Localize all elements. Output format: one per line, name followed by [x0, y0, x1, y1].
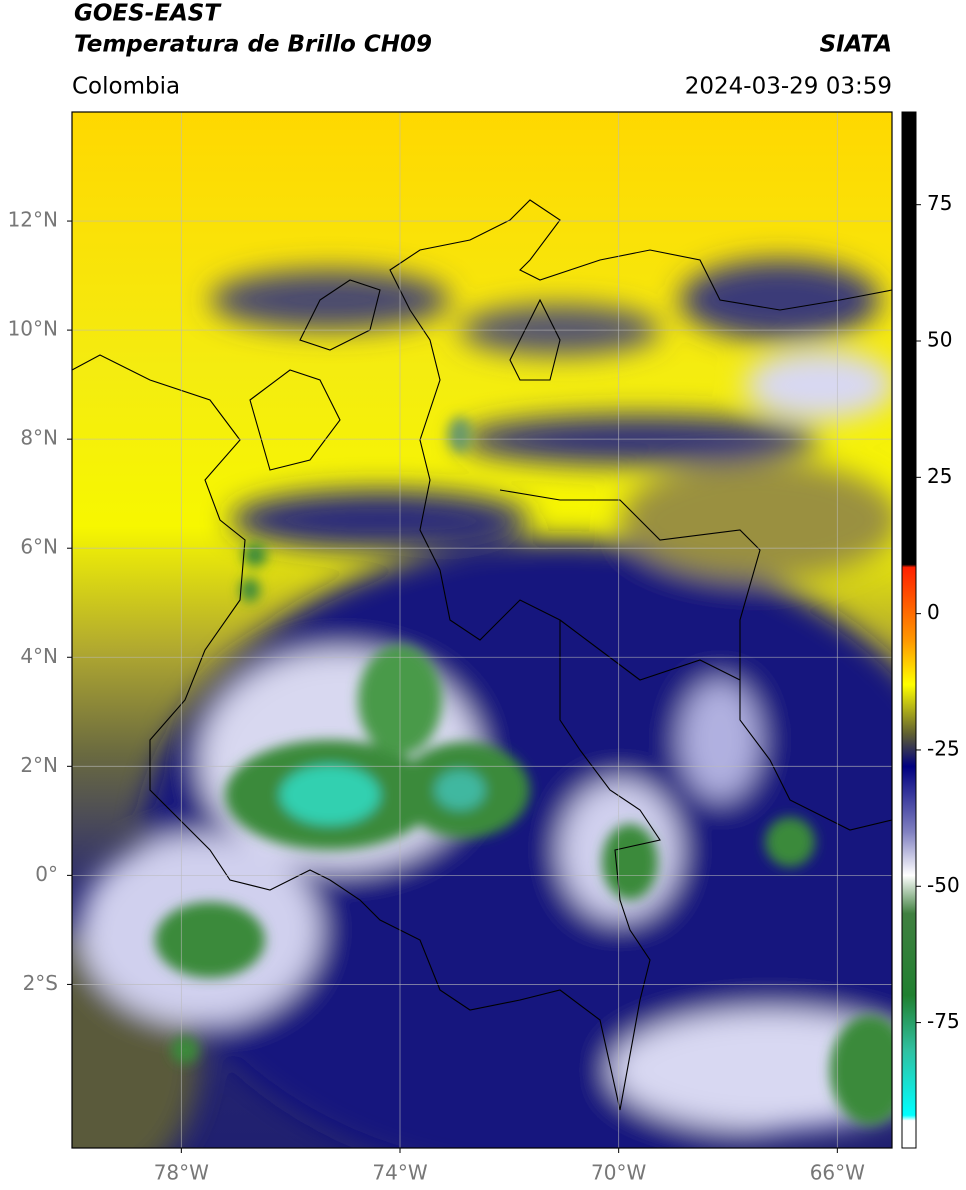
- region: Colombia: [72, 74, 180, 100]
- colorbar-tick-label: -25: [927, 736, 960, 760]
- colorbar-tick-label: 50: [927, 328, 952, 352]
- y-tick-label: 6°N: [20, 535, 58, 559]
- colorbar: [901, 111, 917, 1149]
- colorbar-tick-label: -75: [927, 1009, 960, 1033]
- map-frame: [71, 111, 893, 1149]
- x-tick-label: 70°W: [591, 1161, 646, 1185]
- source: SIATA: [820, 32, 892, 58]
- product: Temperatura de Brillo CH09: [74, 32, 432, 58]
- x-tick-label: 74°W: [372, 1161, 427, 1185]
- x-tick-label: 78°W: [154, 1161, 209, 1185]
- y-tick-label: 2°N: [20, 753, 58, 777]
- coastline: [72, 199, 892, 1111]
- colorbar-tick-label: 75: [927, 191, 952, 215]
- y-tick-label: 2°S: [23, 971, 58, 995]
- y-tick-label: 8°N: [20, 426, 58, 450]
- y-tick-label: 12°N: [8, 208, 58, 232]
- colorbar-tick-label: -50: [927, 873, 960, 897]
- satellite: GOES-EAST: [74, 1, 222, 27]
- x-tick-label: 66°W: [810, 1161, 865, 1185]
- datetime: 2024-03-29 03:59: [685, 74, 892, 100]
- satellite-image: [72, 112, 892, 1148]
- colorbar-tick-label: 25: [927, 464, 952, 488]
- y-tick-label: 10°N: [8, 317, 58, 341]
- y-tick-label: 0°: [35, 862, 58, 886]
- colorbar-tick-label: 0: [927, 600, 940, 624]
- y-tick-label: 4°N: [20, 644, 58, 668]
